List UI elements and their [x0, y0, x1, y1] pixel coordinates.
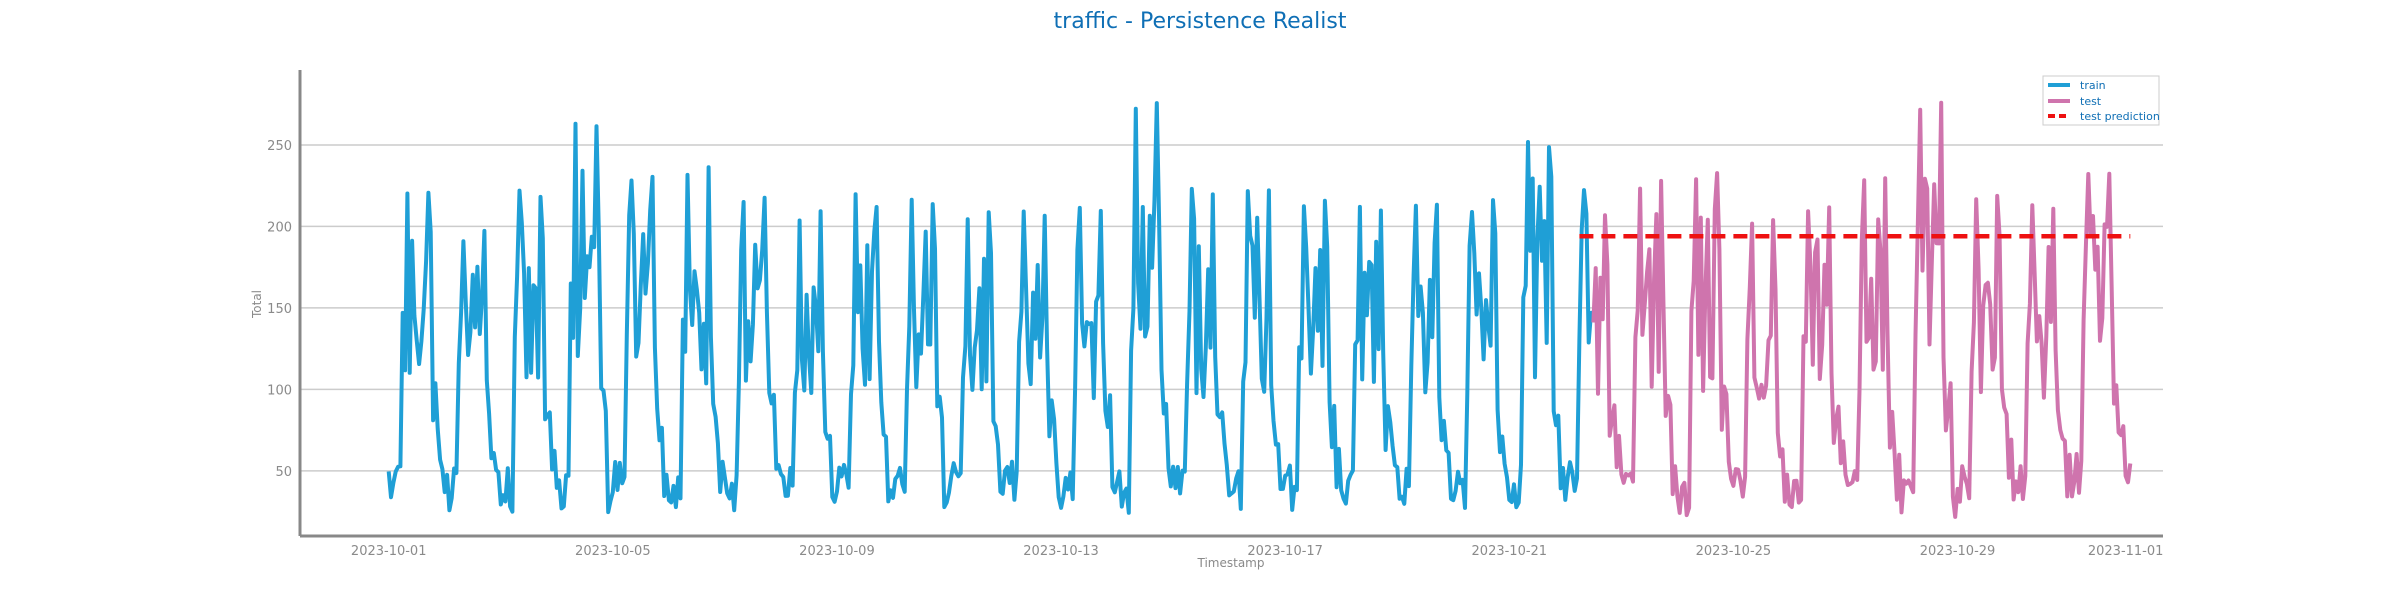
legend: train test test prediction: [2042, 75, 2160, 126]
x-tick-label: 2023-10-17: [1247, 544, 1323, 559]
series-layer: [386, 100, 2133, 519]
legend-label-train: train: [2080, 79, 2106, 92]
x-tick-label: 2023-10-21: [1472, 544, 1548, 559]
y-tick-label: 250: [267, 139, 292, 154]
y-tick-label: 100: [267, 383, 292, 398]
chart-title: traffic - Persistence Realist: [1054, 9, 1347, 34]
x-tick-label: 2023-10-09: [799, 544, 875, 559]
axes: [298, 70, 2163, 538]
y-tick-label: 200: [267, 220, 292, 235]
x-tick-label: 2023-10-25: [1696, 544, 1772, 559]
x-tick-label: 2023-10-29: [1920, 544, 1996, 559]
y-axis-label: Total: [250, 290, 264, 319]
gridlines: [300, 144, 2163, 472]
x-tick-label: 2023-10-13: [1023, 544, 1099, 559]
y-tick-labels: 50 100 150 200 250: [267, 139, 292, 480]
legend-label-test: test: [2080, 95, 2102, 108]
x-tick-label: 2023-10-01: [351, 544, 427, 559]
series-line-train: [386, 101, 1594, 515]
y-tick-label: 150: [267, 302, 292, 317]
x-tick-labels: 2023-10-01 2023-10-05 2023-10-09 2023-10-13…: [351, 544, 2163, 559]
series-line-test: [1591, 100, 2133, 519]
x-tick-label: 2023-10-05: [575, 544, 651, 559]
y-tick-label: 50: [275, 465, 292, 480]
x-axis-label: Timestamp: [1197, 556, 1265, 570]
x-tick-label: 2023-11-01: [2088, 544, 2164, 559]
legend-label-test-prediction: test prediction: [2080, 110, 2160, 123]
